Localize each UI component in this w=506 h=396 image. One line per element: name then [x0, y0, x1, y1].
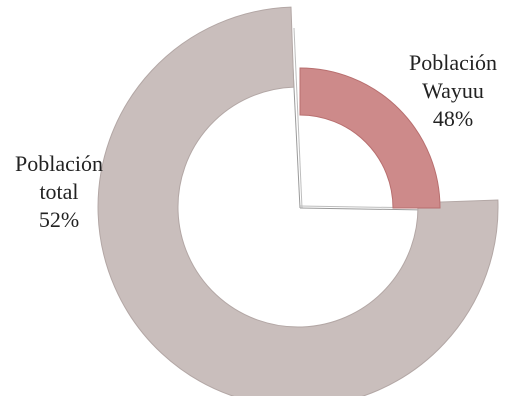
slice-poblacion-wayuu — [299, 67, 441, 209]
label-wayuu-percent: 48% — [433, 106, 473, 131]
label-total-line2: total — [39, 179, 78, 204]
label-total-percent: 52% — [39, 207, 79, 232]
label-wayuu-line2: Wayuu — [422, 78, 484, 103]
label-wayuu-line1: Población — [409, 50, 497, 75]
slice-poblacion-total — [97, 6, 499, 396]
label-total-line1: Población — [15, 151, 103, 176]
axis-line-vertical-2 — [293, 27, 303, 209]
